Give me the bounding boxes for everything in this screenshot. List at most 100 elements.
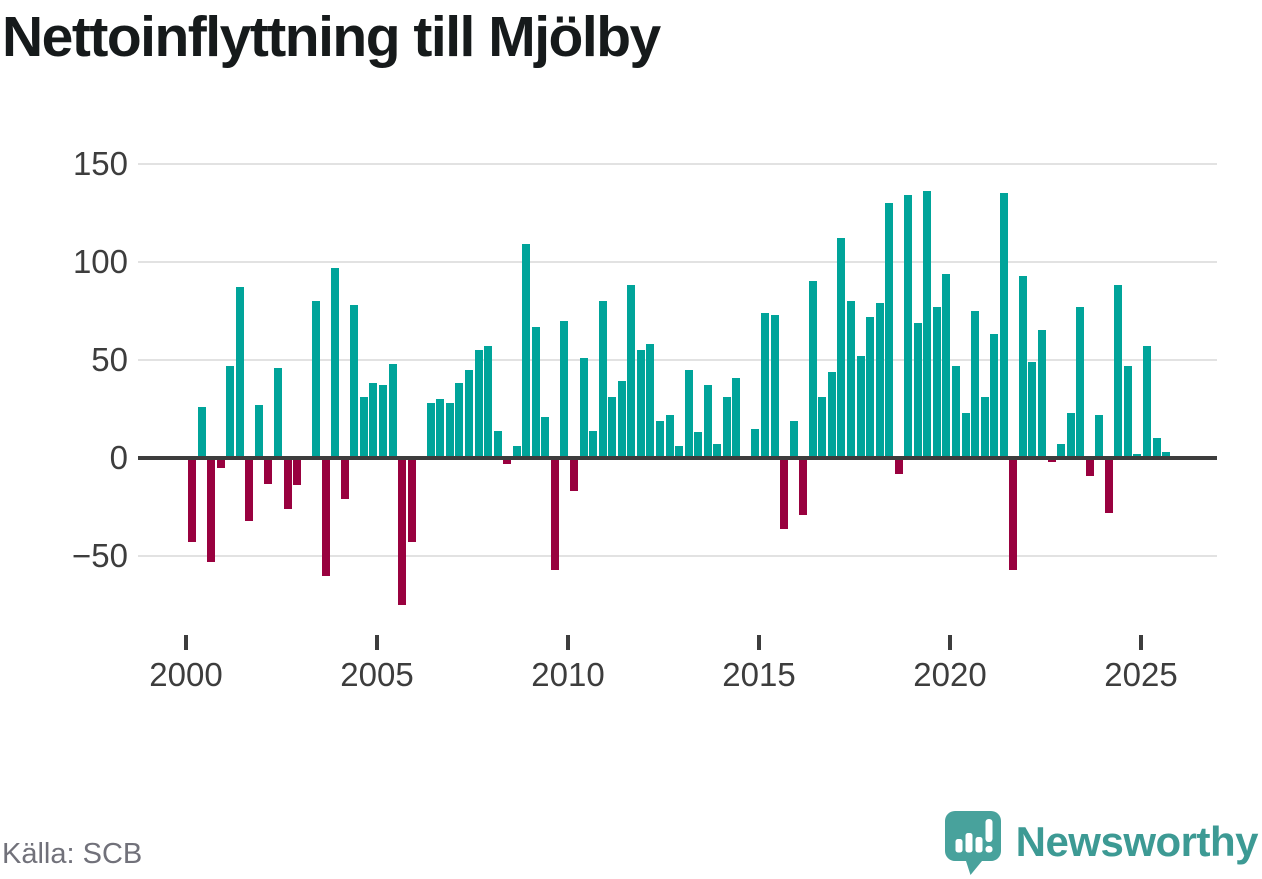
x-tick-label-2015: 2015 <box>722 656 796 693</box>
x-tick-label-2010: 2010 <box>531 656 605 693</box>
bar-2014-q2 <box>732 377 741 458</box>
bar-2015-q3 <box>780 458 789 529</box>
bar-2009-q3 <box>550 458 559 570</box>
y-tick-label-100: 100 <box>72 242 128 280</box>
bar-2013-q4 <box>713 444 722 458</box>
bar-2007-q1 <box>455 383 464 458</box>
bar-2025-q2 <box>1152 438 1161 458</box>
bar-2011-q4 <box>636 350 645 458</box>
x-tick-mark-2010 <box>566 635 570 650</box>
bar-2008-q3 <box>512 446 521 458</box>
bar-2019-q2 <box>923 191 932 458</box>
bar-2022-q1 <box>1028 361 1037 458</box>
bar-2013-q1 <box>684 369 693 458</box>
bar-2023-q3 <box>1085 458 1094 476</box>
x-tick-label-2020: 2020 <box>913 656 987 693</box>
bar-2023-q1 <box>1066 412 1075 458</box>
bar-2003-q4 <box>331 267 340 458</box>
bar-2019-q3 <box>932 306 941 458</box>
gridline-100 <box>138 260 1217 263</box>
logo-bar-1 <box>955 839 963 853</box>
gridline--50 <box>138 555 1217 558</box>
bar-2012-q2 <box>655 420 664 458</box>
bar-2010-q4 <box>598 301 607 458</box>
y-tick-label-0: 0 <box>109 439 128 476</box>
logo-bar-3 <box>975 837 983 853</box>
bar-2019-q4 <box>942 273 951 458</box>
bar-2001-q1 <box>226 365 235 458</box>
bar-2004-q3 <box>359 397 368 458</box>
bar-2000-q3 <box>207 458 216 562</box>
bar-2013-q3 <box>703 385 712 458</box>
bar-2015-q2 <box>770 314 779 458</box>
logo-exclamation-dot <box>985 846 993 853</box>
bar-2012-q3 <box>665 414 674 458</box>
bar-2018-q3 <box>894 458 903 474</box>
bar-2021-q1 <box>990 334 999 458</box>
bar-2017-q3 <box>856 355 865 458</box>
bar-2005-q2 <box>388 363 397 458</box>
brand-lockup: Newsworthy <box>942 808 1259 876</box>
x-axis-zero-line <box>138 456 1217 460</box>
bar-2011-q3 <box>627 285 636 458</box>
bar-2022-q2 <box>1037 330 1046 458</box>
x-tick-mark-2025 <box>1139 635 1143 650</box>
bar-2018-q2 <box>885 202 894 458</box>
y-tick-label-50: 50 <box>91 340 128 378</box>
gridline-50 <box>138 358 1217 361</box>
bar-2004-q4 <box>369 383 378 458</box>
bar-2017-q2 <box>846 301 855 458</box>
bar-2021-q3 <box>1009 458 1018 570</box>
bar-2016-q3 <box>818 397 827 458</box>
bar-2009-q1 <box>531 326 540 458</box>
bar-2025-q1 <box>1143 346 1151 458</box>
bar-2002-q1 <box>264 458 273 484</box>
bar-2016-q4 <box>827 371 836 458</box>
bar-2003-q2 <box>312 301 321 458</box>
bar-2024-q2 <box>1114 285 1123 458</box>
bar-2019-q1 <box>913 322 922 458</box>
bar-2015-q4 <box>789 420 798 458</box>
bar-2025-q3 <box>1162 452 1171 458</box>
bar-2005-q4 <box>407 458 416 543</box>
x-tick-mark-2015 <box>757 635 761 650</box>
bar-2009-q4 <box>560 320 569 458</box>
bar-2020-q1 <box>952 365 960 458</box>
x-tick-label-2025: 2025 <box>1104 656 1178 693</box>
bar-2014-q4 <box>751 428 760 458</box>
y-tick-label--50: −50 <box>72 537 128 575</box>
x-tick-label-2000: 2000 <box>149 656 223 693</box>
bar-2001-q4 <box>254 405 263 458</box>
bar-2024-q1 <box>1104 458 1113 513</box>
bar-2007-q4 <box>484 346 493 458</box>
bar-2002-q3 <box>283 458 292 509</box>
bar-2020-q4 <box>980 397 989 458</box>
bar-2007-q3 <box>474 350 483 458</box>
gridline-150 <box>138 162 1217 165</box>
bar-2013-q2 <box>694 432 703 458</box>
bar-2012-q1 <box>646 344 655 458</box>
bar-2002-q2 <box>273 367 282 458</box>
newsworthy-logo-icon <box>944 811 1001 875</box>
brand-wordmark: Newsworthy <box>1015 818 1259 865</box>
bar-2012-q4 <box>675 446 684 458</box>
bar-2005-q1 <box>379 385 387 458</box>
bar-2001-q3 <box>245 458 254 521</box>
bar-2005-q3 <box>398 458 407 606</box>
bar-2009-q2 <box>541 416 550 458</box>
bar-2021-q2 <box>999 193 1008 458</box>
bar-2023-q2 <box>1076 306 1085 458</box>
bar-2000-q2 <box>197 406 206 458</box>
x-tick-mark-2020 <box>948 635 952 650</box>
bar-2010-q2 <box>579 357 588 458</box>
x-tick-label-2005: 2005 <box>340 656 414 693</box>
chart-title: Nettoinflyttning till Mjölby <box>2 5 661 69</box>
logo-exclamation-bar <box>985 819 993 842</box>
bar-2022-q4 <box>1057 444 1066 458</box>
bar-2011-q1 <box>608 397 617 458</box>
bar-2006-q3 <box>436 399 445 458</box>
bar-2023-q4 <box>1095 414 1104 458</box>
source-note: Källa: SCB <box>2 838 143 870</box>
bar-2018-q4 <box>904 195 913 458</box>
bar-2016-q2 <box>808 281 817 458</box>
